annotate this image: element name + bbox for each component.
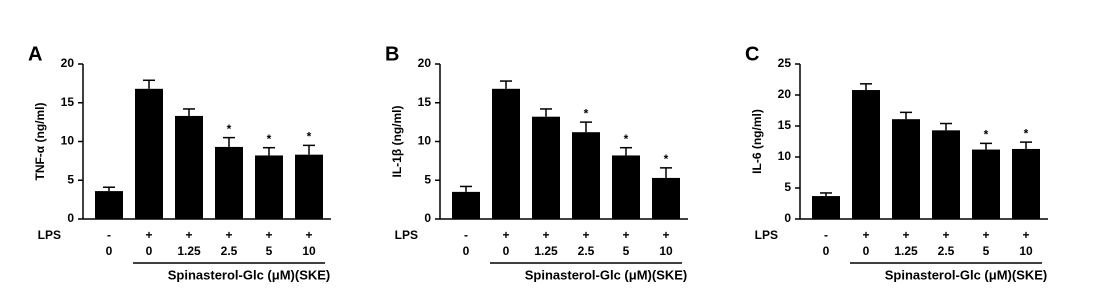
lps-sign: +: [622, 228, 629, 242]
y-tick-label: 5: [784, 180, 791, 194]
x-tick-label: 1.25: [894, 244, 918, 258]
bar: [852, 90, 880, 219]
lps-label: LPS: [395, 228, 418, 242]
bar: [452, 191, 480, 219]
x-tick-label: 0: [823, 244, 830, 258]
significance-mark: *: [307, 130, 312, 144]
y-tick-label: 25: [778, 56, 792, 70]
x-axis-label: Spinasterol-Glc (μM)(SKE): [168, 267, 331, 282]
y-axis-label: IL-6 (ng/ml): [750, 109, 764, 174]
lps-sign: -: [824, 228, 828, 242]
lps-sign: +: [145, 228, 152, 242]
y-tick-label: 20: [418, 56, 432, 70]
x-tick-label: 2.5: [938, 244, 955, 258]
y-tick-label: 15: [418, 95, 432, 109]
bar: [972, 149, 1000, 219]
bar: [295, 154, 323, 219]
bar: [532, 116, 560, 219]
x-tick-label: 10: [1019, 244, 1033, 258]
bar: [1012, 148, 1040, 219]
x-tick-label: 5: [266, 244, 273, 258]
lps-sign: +: [185, 228, 192, 242]
lps-sign: +: [982, 228, 989, 242]
bar: [572, 132, 600, 219]
significance-mark: *: [584, 106, 589, 120]
x-tick-label: 5: [623, 244, 630, 258]
lps-sign: -: [107, 228, 111, 242]
lps-sign: +: [582, 228, 589, 242]
significance-mark: *: [1024, 126, 1029, 140]
y-tick-label: 10: [61, 134, 75, 148]
y-tick-label: 20: [61, 56, 75, 70]
significance-mark: *: [227, 122, 232, 136]
lps-sign: +: [265, 228, 272, 242]
panel-label: A: [28, 43, 42, 65]
lps-sign: +: [862, 228, 869, 242]
lps-sign: +: [902, 228, 909, 242]
y-tick-label: 15: [61, 95, 75, 109]
x-tick-label: 5: [983, 244, 990, 258]
panel-label: C: [745, 43, 759, 65]
lps-sign: -: [464, 228, 468, 242]
panel-label: B: [385, 43, 399, 65]
y-tick-label: 10: [778, 149, 792, 163]
x-tick-label: 10: [302, 244, 316, 258]
bar: [652, 177, 680, 219]
bar: [932, 130, 960, 219]
x-tick-label: 0: [463, 244, 470, 258]
bar: [812, 196, 840, 219]
bar: [175, 115, 203, 219]
x-tick-label: 2.5: [578, 244, 595, 258]
bar: [135, 88, 163, 219]
x-tick-label: 0: [503, 244, 510, 258]
y-tick-label: 0: [424, 211, 431, 225]
lps-sign: +: [225, 228, 232, 242]
x-tick-label: 0: [106, 244, 113, 258]
lps-label: LPS: [755, 228, 778, 242]
significance-mark: *: [267, 132, 272, 146]
lps-sign: +: [502, 228, 509, 242]
x-tick-label: 0: [863, 244, 870, 258]
x-tick-label: 10: [659, 244, 673, 258]
bar: [892, 119, 920, 219]
bar: [492, 88, 520, 219]
x-tick-label: 1.25: [177, 244, 201, 258]
lps-sign: +: [1022, 228, 1029, 242]
x-tick-label: 0: [146, 244, 153, 258]
y-tick-label: 15: [778, 118, 792, 132]
bar: [95, 191, 123, 219]
y-tick-label: 10: [418, 134, 432, 148]
y-tick-label: 0: [67, 211, 74, 225]
significance-mark: *: [624, 132, 629, 146]
y-tick-label: 5: [67, 172, 74, 186]
lps-label: LPS: [38, 228, 61, 242]
bar: [612, 155, 640, 219]
lps-sign: +: [662, 228, 669, 242]
y-tick-label: 5: [424, 172, 431, 186]
x-tick-label: 1.25: [534, 244, 558, 258]
x-axis-label: Spinasterol-Glc (μM)(SKE): [525, 267, 688, 282]
x-axis-label: Spinasterol-Glc (μM)(SKE): [885, 267, 1048, 282]
bar: [255, 155, 283, 219]
y-axis-label: TNF-α (ng/ml): [33, 102, 47, 180]
y-tick-label: 0: [784, 211, 791, 225]
bar: [215, 146, 243, 219]
significance-mark: *: [984, 128, 989, 142]
lps-sign: +: [542, 228, 549, 242]
lps-sign: +: [942, 228, 949, 242]
significance-mark: *: [664, 152, 669, 166]
x-tick-label: 2.5: [221, 244, 238, 258]
y-tick-label: 20: [778, 87, 792, 101]
lps-sign: +: [305, 228, 312, 242]
y-axis-label: IL-1β (ng/ml): [390, 106, 404, 178]
